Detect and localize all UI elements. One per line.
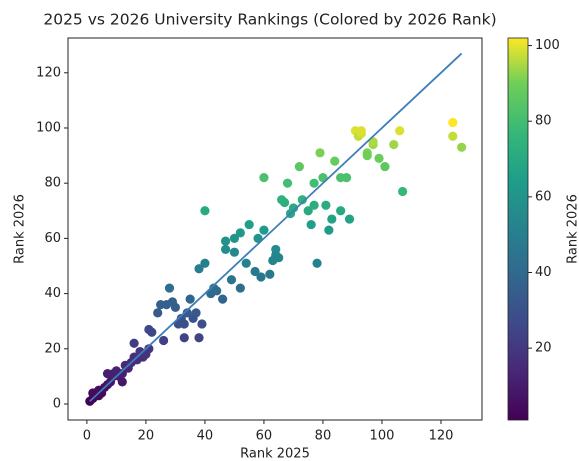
point xyxy=(265,269,275,279)
colorbar xyxy=(507,37,529,421)
point xyxy=(200,206,210,216)
colorbar-tick-label: 40 xyxy=(535,265,552,280)
point xyxy=(218,294,228,304)
point xyxy=(327,214,337,224)
x-tick-label: 0 xyxy=(83,429,91,444)
colorbar-tick-label: 20 xyxy=(535,341,552,356)
point xyxy=(324,225,334,235)
point xyxy=(235,283,245,293)
point xyxy=(159,335,169,346)
point xyxy=(389,139,399,150)
point xyxy=(362,150,372,161)
colorbar-tick-label: 100 xyxy=(535,38,560,53)
x-tick-label: 20 xyxy=(138,429,155,444)
colorbar-tick-label: 80 xyxy=(535,114,552,129)
point xyxy=(197,319,207,329)
point xyxy=(294,162,304,172)
plot-area xyxy=(67,37,483,421)
y-tick-label: 120 xyxy=(36,65,61,80)
point xyxy=(170,302,181,312)
point xyxy=(259,173,269,183)
point xyxy=(457,142,467,152)
point xyxy=(274,253,284,263)
x-tick-label: 60 xyxy=(256,429,273,444)
point xyxy=(309,178,319,188)
colorbar-label: Rank 2026 xyxy=(566,194,579,264)
colorbar-tick-label: 60 xyxy=(535,189,552,204)
y-tick-label: 20 xyxy=(44,341,61,356)
x-tick-label: 80 xyxy=(315,429,332,444)
point xyxy=(185,294,195,304)
point xyxy=(312,258,322,268)
point xyxy=(220,244,231,255)
point xyxy=(179,333,189,343)
point xyxy=(191,308,201,318)
point xyxy=(344,214,355,224)
point xyxy=(259,225,269,235)
x-tick-label: 100 xyxy=(370,429,395,444)
point xyxy=(297,195,307,205)
point xyxy=(229,247,240,257)
point xyxy=(194,264,204,274)
point xyxy=(330,156,340,166)
point xyxy=(356,126,366,136)
point xyxy=(256,272,266,282)
point xyxy=(194,333,204,343)
point xyxy=(336,206,346,216)
point xyxy=(220,236,231,246)
point xyxy=(374,153,384,163)
trend-line xyxy=(89,52,463,402)
x-tick-label: 40 xyxy=(197,429,214,444)
y-axis-label: Rank 2026 xyxy=(13,194,28,264)
point xyxy=(144,344,154,354)
point xyxy=(147,327,157,337)
point xyxy=(164,283,175,293)
y-tick-label: 60 xyxy=(44,231,61,246)
point xyxy=(448,131,458,141)
y-tick-label: 40 xyxy=(44,286,61,301)
chart-title: 2025 vs 2026 University Rankings (Colore… xyxy=(43,11,496,29)
y-tick-label: 100 xyxy=(36,120,61,135)
point xyxy=(235,228,245,238)
point xyxy=(179,319,189,329)
point xyxy=(117,377,127,387)
point xyxy=(341,173,352,183)
point xyxy=(182,308,192,318)
point xyxy=(321,200,331,210)
point xyxy=(448,117,458,128)
x-axis-label: Rank 2025 xyxy=(240,447,310,461)
point xyxy=(212,286,222,296)
point xyxy=(309,200,319,210)
point xyxy=(380,162,390,172)
point xyxy=(153,308,163,318)
point xyxy=(306,219,316,230)
point xyxy=(303,206,313,216)
point xyxy=(395,126,405,136)
point xyxy=(282,178,293,188)
y-tick-label: 0 xyxy=(53,396,61,411)
x-tick-label: 120 xyxy=(429,429,454,444)
point xyxy=(244,219,254,230)
y-tick-label: 80 xyxy=(44,176,61,191)
point xyxy=(200,258,210,268)
point xyxy=(288,203,299,213)
point xyxy=(398,186,408,197)
point xyxy=(250,266,260,277)
point xyxy=(229,233,240,243)
point xyxy=(315,148,325,158)
point xyxy=(226,275,237,285)
point xyxy=(117,369,127,379)
point xyxy=(241,258,251,268)
point xyxy=(129,338,139,348)
point xyxy=(279,197,290,208)
